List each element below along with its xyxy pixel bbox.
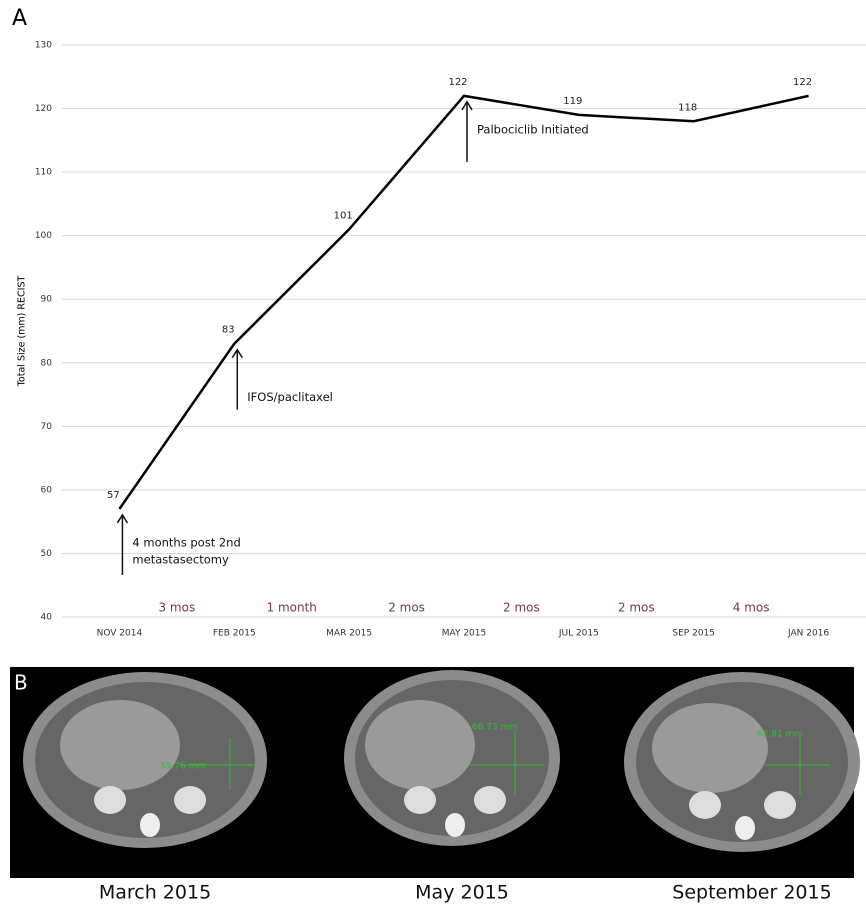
data-line <box>119 96 808 509</box>
image-caption: March 2015 <box>99 882 211 904</box>
annotation: 4 months post 2nd <box>132 535 240 549</box>
data-label: 122 <box>448 77 467 88</box>
y-tick-label: 50 <box>41 549 53 559</box>
ct-image <box>624 672 860 852</box>
figure: A Total Size (mm) RECIST B 55.76 mm 66.7… <box>0 0 866 907</box>
measurement: 62.81 mm <box>757 730 803 740</box>
y-tick-label: 130 <box>35 41 52 51</box>
interval-label: 2 mos <box>618 601 655 615</box>
data-label: 57 <box>107 490 120 501</box>
x-tick-label: MAY 2015 <box>442 629 487 639</box>
image-caption: May 2015 <box>415 882 509 904</box>
data-label: 101 <box>334 210 353 221</box>
interval-label: 1 month <box>267 601 317 615</box>
interval-label: 3 mos <box>158 601 195 615</box>
annotation: metastasectomy <box>132 552 229 566</box>
measurement: 55.76 mm <box>160 762 206 772</box>
y-tick-label: 40 <box>41 613 53 623</box>
x-tick-label: JAN 2016 <box>787 629 829 639</box>
y-tick-label: 60 <box>41 485 53 495</box>
y-tick-label: 120 <box>35 104 52 114</box>
data-label: 119 <box>563 96 582 107</box>
y-tick-label: 110 <box>35 168 52 178</box>
x-tick-label: NOV 2014 <box>97 629 143 639</box>
annotation: IFOS/paclitaxel <box>247 390 333 404</box>
data-label: 118 <box>678 102 697 113</box>
data-label: 122 <box>793 77 812 88</box>
data-label: 83 <box>222 325 235 336</box>
x-tick-label: JUL 2015 <box>558 629 599 639</box>
interval-label: 4 mos <box>733 601 770 615</box>
annotation: Palbociclib Initiated <box>477 122 589 136</box>
x-tick-label: SEP 2015 <box>672 629 715 639</box>
image-caption: September 2015 <box>672 882 831 904</box>
y-tick-label: 90 <box>41 295 53 305</box>
ct-image <box>23 672 267 848</box>
y-tick-label: 100 <box>35 231 52 241</box>
y-tick-label: 70 <box>41 422 53 432</box>
panel-label: A <box>12 6 27 31</box>
x-tick-label: MAR 2015 <box>326 629 372 639</box>
panel-label: B <box>14 671 28 695</box>
interval-label: 2 mos <box>388 601 425 615</box>
x-tick-label: FEB 2015 <box>213 629 256 639</box>
ct-image <box>344 670 560 846</box>
interval-label: 2 mos <box>503 601 540 615</box>
y-axis-title: Total Size (mm) RECIST <box>17 276 28 388</box>
measurement: 66.73 mm <box>472 723 518 733</box>
y-tick-label: 80 <box>41 358 53 368</box>
